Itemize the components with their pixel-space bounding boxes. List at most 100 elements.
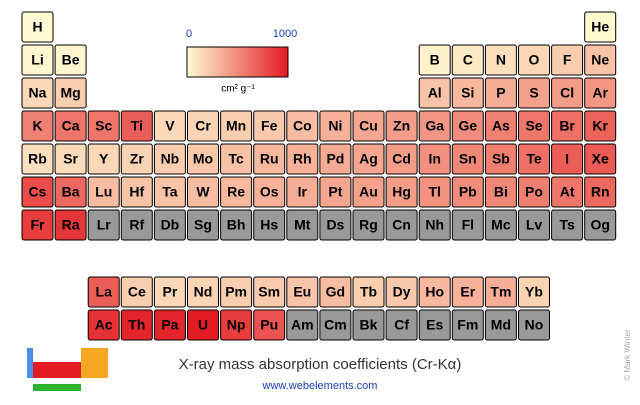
element-symbol: Ti [131,118,143,134]
element-symbol: Re [227,184,245,200]
element-cell [319,276,352,308]
element-cell [319,209,352,241]
element-cell [253,176,286,208]
element-symbol: Tl [428,184,440,200]
element-cell [220,176,253,208]
element-cell [187,176,219,208]
element-symbol: Fe [261,118,278,134]
element-cell [187,309,219,341]
element-cell [153,209,186,241]
element-cell [418,143,451,175]
element-cell [484,77,517,109]
element-symbol: Es [426,317,443,333]
element-cell [87,176,120,208]
element-symbol: Og [590,217,609,233]
element-cell [551,110,584,142]
element-symbol: Fm [457,317,478,333]
element-symbol: Bi [494,184,508,200]
element-cell [518,176,550,208]
element-cell [451,110,484,142]
element-symbol: Mn [226,118,246,134]
element-symbol: B [430,52,440,68]
element-cell [153,276,186,308]
element-symbol: Al [428,85,442,101]
element-cell [484,309,517,341]
element-cell [187,276,219,308]
element-cell [352,176,385,208]
element-symbol: Hg [392,184,411,200]
element-cell [120,209,153,241]
element-cell [551,44,584,76]
element-cell [418,44,451,76]
element-cell [220,276,253,308]
element-cell [21,209,54,241]
element-cell [21,143,54,175]
element-symbol: Fl [462,217,474,233]
element-cell [352,276,385,308]
element-symbol: Gd [326,284,345,300]
element-cell [21,11,54,43]
element-symbol: Sm [258,284,280,300]
element-cell [220,309,253,341]
element-symbol: Be [62,52,80,68]
element-symbol: Ga [425,118,444,134]
element-cell [518,77,550,109]
element-symbol: Db [161,217,180,233]
element-cell [120,110,153,142]
element-cell [518,44,550,76]
element-symbol: Pu [260,317,278,333]
element-cell [54,209,87,241]
colorbar-unit: cm² g⁻¹ [221,84,255,95]
element-cell [584,77,617,109]
element-cell [319,176,352,208]
element-symbol: Pr [163,284,178,300]
element-cell [319,309,352,341]
element-symbol: Li [31,52,43,68]
element-symbol: H [32,19,42,35]
element-cell [385,176,418,208]
element-symbol: Ag [359,151,378,167]
element-symbol: Cm [324,317,347,333]
element-cell [518,110,550,142]
element-cell [286,276,319,308]
subtitle: www.webelements.com [262,380,378,392]
element-symbol: Np [227,317,246,333]
element-symbol: Sn [459,151,477,167]
element-symbol: Cl [560,85,574,101]
element-cell [286,309,319,341]
element-symbol: Sb [492,151,510,167]
element-cell [352,309,385,341]
element-symbol: Fr [31,217,46,233]
element-symbol: Cd [392,151,411,167]
element-cell [451,44,484,76]
element-symbol: Nd [194,284,213,300]
element-cell [187,110,219,142]
element-cell [385,209,418,241]
element-symbol: C [463,52,473,68]
element-symbol: Rg [359,217,378,233]
element-symbol: Mg [60,85,80,101]
element-symbol: Ca [62,118,80,134]
element-cell [153,110,186,142]
element-cell [153,309,186,341]
element-symbol: Sr [63,151,78,167]
element-cell [385,309,418,341]
element-cell [21,77,54,109]
element-symbol: Si [461,85,474,101]
element-symbol: He [591,19,609,35]
element-symbol: Po [525,184,543,200]
element-cell [220,143,253,175]
element-symbol: Ra [62,217,80,233]
element-symbol: Sc [95,118,112,134]
element-symbol: N [496,52,506,68]
element-cell [120,276,153,308]
element-cell [418,77,451,109]
element-cell [352,110,385,142]
element-symbol: U [198,317,208,333]
element-symbol: Ir [298,184,308,200]
element-cell [518,309,550,341]
element-cell [584,209,617,241]
element-symbol: Rn [591,184,610,200]
element-symbol: Am [291,317,314,333]
element-symbol: Xe [592,151,609,167]
